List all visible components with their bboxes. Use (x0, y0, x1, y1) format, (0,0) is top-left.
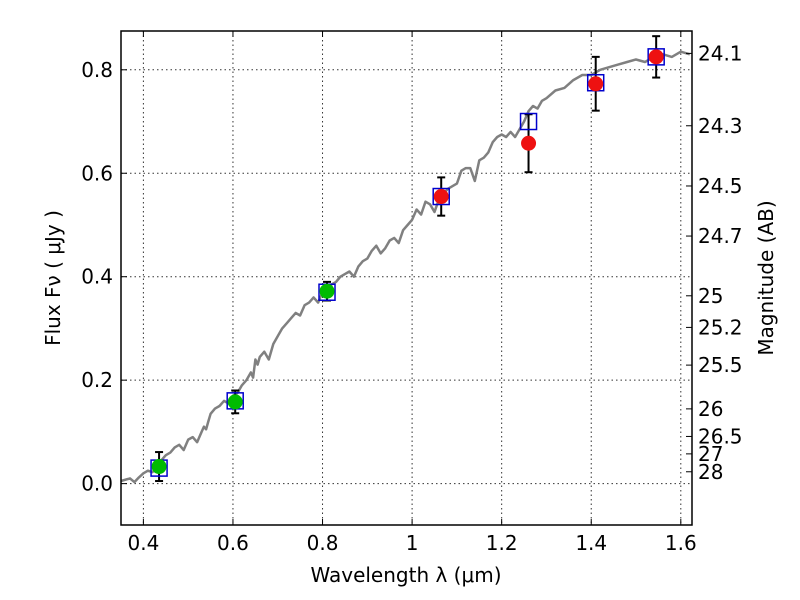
magnitude-tick-label: 25.2 (698, 315, 743, 339)
magnitude-tick-label: 24.5 (698, 174, 743, 198)
observed-point (521, 135, 537, 151)
observed-point (319, 283, 335, 299)
x-tick-label: 0.4 (127, 531, 159, 555)
x-tick-label: 0.6 (217, 531, 249, 555)
model-square-marker (519, 112, 538, 131)
observed-point (588, 76, 604, 92)
magnitude-tick-label: 24.3 (698, 114, 743, 138)
magnitude-tick-label: 28 (698, 460, 723, 484)
y-tick-label: 0.4 (81, 265, 113, 289)
y-tick-label: 0.8 (81, 58, 113, 82)
magnitude-tick-label: 26.5 (698, 424, 743, 448)
magnitude-tick-label: 24.1 (698, 41, 743, 65)
x-tick-label: 1.2 (486, 531, 518, 555)
x-tick-label: 1.6 (665, 531, 697, 555)
model-square-marker (647, 48, 665, 66)
y-tick-label: 0.2 (81, 368, 113, 392)
magnitude-tick-label: 25 (698, 284, 723, 308)
observed-point (151, 459, 167, 475)
tick-labels: 0.4 0.6 0.8 1 1.2 1.4 1.6 0.0 0.2 0.4 0.6 0.8 24.1 24… (81, 41, 742, 555)
magnitude-tick-label: 26 (698, 397, 723, 421)
x-tick-label: 0.8 (307, 531, 339, 555)
y-tick-label: 0.0 (81, 472, 113, 496)
y-axis-title: Flux Fν ( μJy ) (41, 210, 65, 346)
model-square-marker (432, 187, 450, 206)
marker-layer (150, 48, 665, 477)
y2-axis-title: Magnitude (AB) (754, 200, 778, 355)
plot-frame (120, 30, 693, 526)
tick-marks (121, 31, 692, 525)
error-bar-layer (155, 35, 661, 483)
x-axis-title: Wavelength λ (μm) (310, 563, 501, 587)
x-tick-label: 1.4 (575, 531, 607, 555)
observed-point (227, 394, 243, 410)
observed-point (433, 189, 449, 205)
magnitude-tick-label: 25.5 (698, 353, 743, 377)
spectrum-layer (120, 50, 691, 484)
observed-point (648, 49, 664, 65)
magnitude-tick-label: 27 (698, 442, 723, 466)
magnitude-tick-label: 24.7 (698, 224, 743, 248)
spectrum-line (120, 50, 691, 484)
grid-lines (121, 31, 692, 525)
y-tick-label: 0.6 (81, 161, 113, 185)
x-tick-label: 1 (406, 531, 419, 555)
